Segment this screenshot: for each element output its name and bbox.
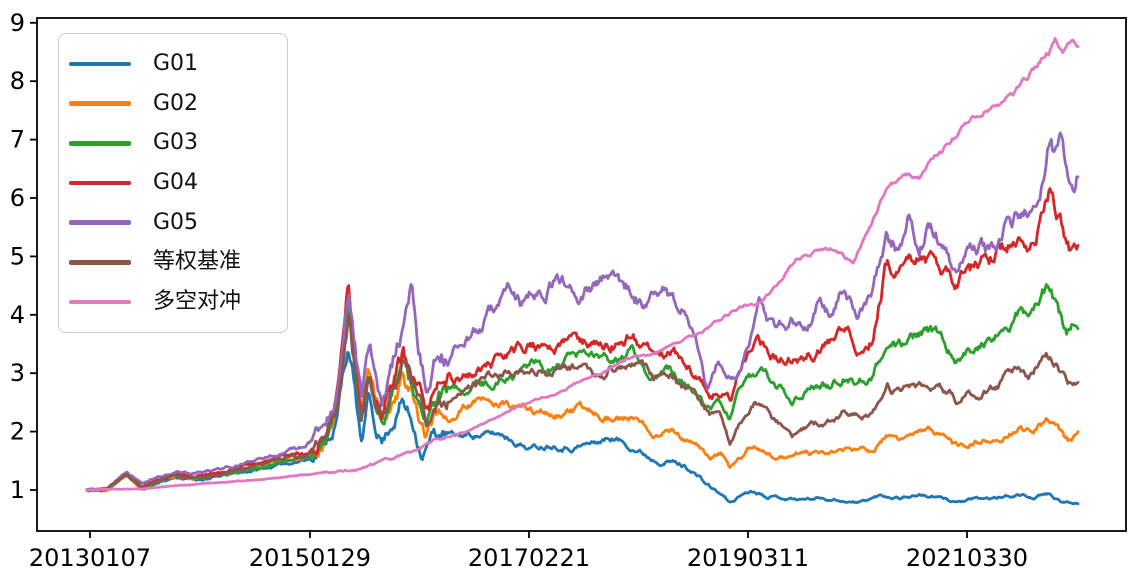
legend-label-g02: G02 bbox=[153, 90, 199, 116]
legend-label-g01: G01 bbox=[153, 50, 199, 76]
legend-swatch-g02 bbox=[69, 101, 131, 106]
y-tick-label: 7 bbox=[10, 126, 25, 154]
legend-item-g04: G04 bbox=[69, 169, 287, 195]
legend-swatch-long-short-hedge bbox=[69, 299, 131, 305]
x-tick-label: 20150129 bbox=[249, 544, 371, 572]
x-tick-label: 20130107 bbox=[29, 544, 151, 572]
legend-swatch-g04 bbox=[69, 180, 131, 186]
legend: G01 G02 G03 G04 G05 等权基准多空对冲 bbox=[58, 33, 288, 333]
x-tick-label: 20170221 bbox=[468, 544, 590, 572]
plot-frame bbox=[36, 17, 1127, 532]
y-tick-label: 8 bbox=[10, 67, 25, 95]
legend-swatch-g05 bbox=[69, 220, 131, 225]
legend-item-long-short-hedge: 多空对冲 bbox=[69, 291, 287, 313]
legend-label-g03: G03 bbox=[153, 130, 199, 156]
legend-swatch-benchmark-equal-weight bbox=[69, 260, 131, 265]
legend-label-g05: G05 bbox=[153, 209, 199, 235]
y-tick-label: 6 bbox=[10, 184, 25, 212]
legend-item-g03: G03 bbox=[69, 132, 287, 154]
legend-item-benchmark-equal-weight: 等权基准 bbox=[69, 251, 287, 273]
y-tick-label: 4 bbox=[10, 301, 25, 329]
series-line-benchmark-equal-weight bbox=[85, 313, 1080, 493]
legend-item-g05: G05 bbox=[69, 209, 287, 235]
y-tick-label: 1 bbox=[10, 476, 25, 504]
x-tick-label: 20210330 bbox=[906, 544, 1028, 572]
y-tick-label: 3 bbox=[10, 359, 25, 387]
series-line-g03 bbox=[85, 283, 1080, 492]
y-tick-label: 2 bbox=[10, 418, 25, 446]
series-line-g01 bbox=[85, 350, 1080, 506]
x-tick-label: 20190311 bbox=[687, 544, 809, 572]
series-line-g05 bbox=[85, 131, 1080, 492]
legend-item-g02: G02 bbox=[69, 90, 287, 116]
series-line-long-short-hedge bbox=[85, 37, 1080, 492]
legend-label-g04: G04 bbox=[153, 169, 199, 195]
legend-item-g01: G01 bbox=[69, 50, 287, 76]
y-tick-label: 5 bbox=[10, 242, 25, 270]
legend-swatch-g03 bbox=[69, 141, 131, 146]
series-line-g04 bbox=[85, 187, 1080, 492]
legend-label-benchmark-equal-weight: 等权基准 bbox=[153, 249, 242, 275]
legend-label-long-short-hedge: 多空对冲 bbox=[153, 289, 242, 315]
legend-swatch-g01 bbox=[69, 61, 131, 67]
y-tick-label: 9 bbox=[10, 9, 25, 37]
